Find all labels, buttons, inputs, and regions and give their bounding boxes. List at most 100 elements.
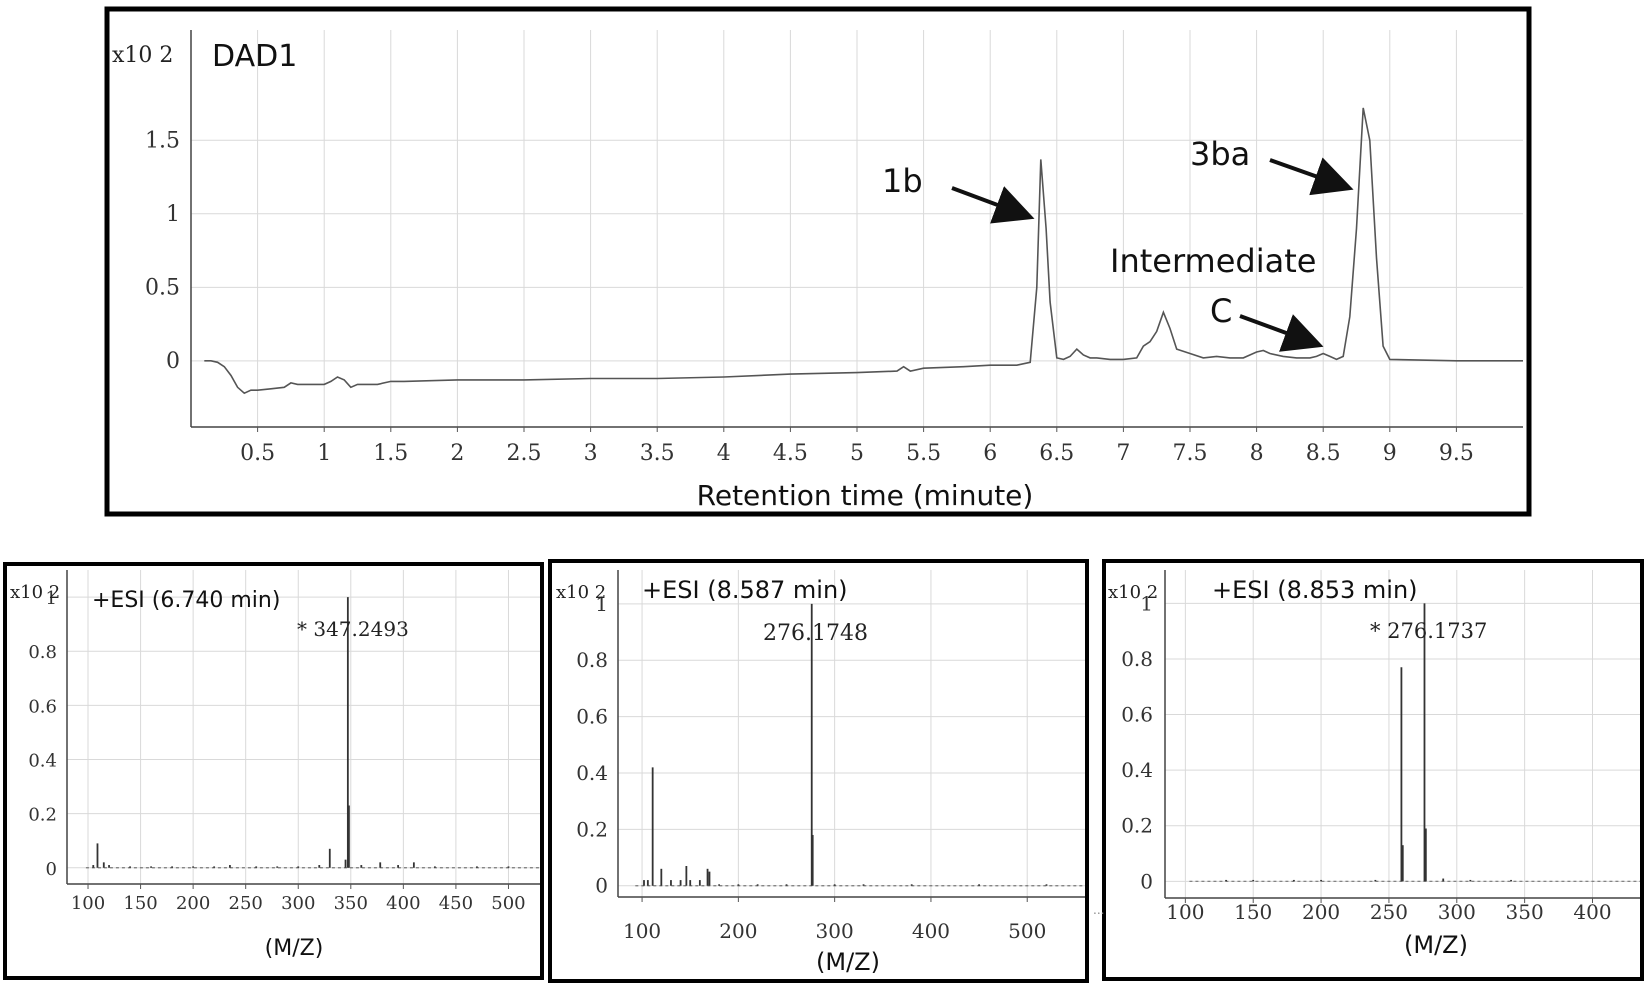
y-tick-label: 0.8 xyxy=(1121,647,1153,671)
x-tick-label: 500 xyxy=(1008,919,1046,943)
chromatogram-plot: 0.5 1 1.5 2 2.5 3 3.5 4 4.5 5 5.5 6 6.5 7 7.5 8 8.5 9 9.5 … xyxy=(112,30,1523,512)
ms1-peak-label: * 347.2493 xyxy=(297,617,409,641)
ms3-peak-label: * 276.1737 xyxy=(1370,619,1487,643)
ms1-x-label: (M/Z) xyxy=(265,936,324,961)
x-tick-label: 2.5 xyxy=(507,441,542,466)
x-tick-label: 7 xyxy=(1116,441,1130,466)
x-tick-label: 8 xyxy=(1250,441,1264,466)
x-tick-label: 200 xyxy=(719,919,757,943)
x-tick-label: 100 xyxy=(71,893,105,914)
ms2-x-label: (M/Z) xyxy=(816,948,880,976)
ms2-peaks xyxy=(643,603,1048,886)
x-tick-label: 1.5 xyxy=(373,441,408,466)
annotation-intermediate: Intermediate xyxy=(1110,242,1316,280)
annotation-c: C xyxy=(1210,292,1232,330)
x-tick-label: 200 xyxy=(1302,900,1340,924)
y-tick-label: 1 xyxy=(46,588,57,609)
ms-spectrum-2: 100 200 300 400 500 0 0.2 0.4 0.6 0.8 1 x10 2 +ES… xyxy=(556,570,1104,976)
x-tick-label: 4.5 xyxy=(773,441,808,466)
ms3-axes xyxy=(1164,570,1640,899)
x-tick-label: 0.5 xyxy=(240,441,275,466)
annotation-1b: 1b xyxy=(882,162,923,200)
x-tick-label: 3 xyxy=(584,441,598,466)
x-tick-label: 4 xyxy=(717,441,731,466)
chromatogram-y-ticks: 0 0.5 1 1.5 xyxy=(145,128,180,374)
y-tick-label: 0.2 xyxy=(576,817,608,841)
y-tick-label: 1 xyxy=(595,592,608,616)
ms3-x-label: (M/Z) xyxy=(1404,931,1468,959)
y-tick-label: 0 xyxy=(166,349,180,374)
x-tick-label: 100 xyxy=(623,919,661,943)
x-tick-label: 150 xyxy=(123,893,157,914)
ms3-y-ticks: 0 0.2 0.4 0.6 0.8 1 xyxy=(1121,591,1153,893)
y-tick-label: 0.6 xyxy=(1121,703,1153,727)
x-tick-label: 6.5 xyxy=(1039,441,1074,466)
ms1-y-multiplier: x10 2 xyxy=(10,582,60,603)
annotation-3ba: 3ba xyxy=(1190,135,1250,173)
ms1-title: +ESI (6.740 min) xyxy=(92,588,280,613)
x-tick-label: 1 xyxy=(317,441,331,466)
chromatogram-frame xyxy=(104,6,1532,517)
y-tick-label: 0.4 xyxy=(28,750,57,771)
x-tick-label: 350 xyxy=(334,893,368,914)
y-tick-label: 0.2 xyxy=(1121,814,1153,838)
x-tick-label: 400 xyxy=(1573,900,1611,924)
ms-panel-3-frame xyxy=(1102,559,1644,981)
x-tick-label: 9 xyxy=(1383,441,1397,466)
y-tick-label: 0.5 xyxy=(145,275,180,300)
ms3-x-ticks: 100 150 200 250 300 350 400 xyxy=(1166,898,1612,924)
chromatogram-x-label: Retention time (minute) xyxy=(697,479,1034,512)
x-tick-label: 150 xyxy=(1234,900,1272,924)
x-tick-label: 300 xyxy=(281,893,315,914)
x-tick-label: 350 xyxy=(1506,900,1544,924)
ms1-y-ticks: 0 0.2 0.4 0.6 0.8 1 xyxy=(28,588,57,880)
ms3-peaks xyxy=(1225,603,1512,882)
x-tick-label: 8.5 xyxy=(1306,441,1341,466)
x-tick-label: 250 xyxy=(1370,900,1408,924)
ms2-y-multiplier: x10 2 xyxy=(556,582,606,603)
ms2-grid xyxy=(618,570,1085,897)
ms2-y-ticks: 0 0.2 0.4 0.6 0.8 1 xyxy=(576,592,608,898)
ms2-peak-label: 276.1748 xyxy=(763,621,868,646)
ms1-axes xyxy=(66,570,540,885)
chromatogram-trace xyxy=(204,107,1523,395)
arrow-3ba xyxy=(1269,157,1354,196)
x-tick-label: 500 xyxy=(491,893,525,914)
y-tick-label: 1 xyxy=(1140,591,1153,615)
ms1-peaks xyxy=(92,597,510,868)
y-tick-label: 0.6 xyxy=(28,696,57,717)
y-tick-label: 0.2 xyxy=(28,805,57,826)
x-tick-label: 200 xyxy=(176,893,210,914)
ms1-x-ticks: 100 150 200 250 300 350 400 450 500 xyxy=(71,884,526,914)
ms2-axis-note: ... xyxy=(1093,903,1104,917)
x-tick-label: 250 xyxy=(229,893,263,914)
y-tick-label: 0 xyxy=(595,874,608,898)
ms2-title: +ESI (8.587 min) xyxy=(642,576,848,604)
x-tick-label: 5 xyxy=(850,441,864,466)
chromatogram-x-ticks: 0.5 1 1.5 2 2.5 3 3.5 4 4.5 5 5.5 6 6.5 7 7.5 8 8.5 9 9.5 xyxy=(240,427,1474,466)
chromatogram-y-multiplier: x10 2 xyxy=(112,43,173,68)
x-tick-label: 400 xyxy=(386,893,420,914)
ms-spectrum-1: 100 150 200 250 300 350 400 450 500 0 0.2 0.4 0.6 0.… xyxy=(10,570,540,961)
x-tick-label: 100 xyxy=(1166,900,1204,924)
ms3-y-multiplier: x10 2 xyxy=(1108,582,1158,603)
y-tick-label: 1.5 xyxy=(145,128,180,153)
x-tick-label: 6 xyxy=(983,441,997,466)
y-tick-label: 1 xyxy=(166,202,180,227)
y-tick-label: 0.4 xyxy=(1121,758,1153,782)
x-tick-label: 5.5 xyxy=(906,441,941,466)
y-tick-label: 0.4 xyxy=(576,761,608,785)
y-tick-label: 0.8 xyxy=(576,648,608,672)
x-tick-label: 3.5 xyxy=(640,441,675,466)
x-tick-label: 7.5 xyxy=(1173,441,1208,466)
ms-panel-1-frame xyxy=(3,562,544,980)
x-tick-label: 450 xyxy=(439,893,473,914)
y-tick-label: 0.8 xyxy=(28,642,57,663)
ms2-axes xyxy=(617,570,1085,898)
x-tick-label: 9.5 xyxy=(1439,441,1474,466)
ms2-x-ticks: 100 200 300 400 500 xyxy=(623,897,1046,943)
x-tick-label: 2 xyxy=(450,441,464,466)
y-tick-label: 0.6 xyxy=(576,705,608,729)
y-tick-label: 0 xyxy=(46,859,57,880)
